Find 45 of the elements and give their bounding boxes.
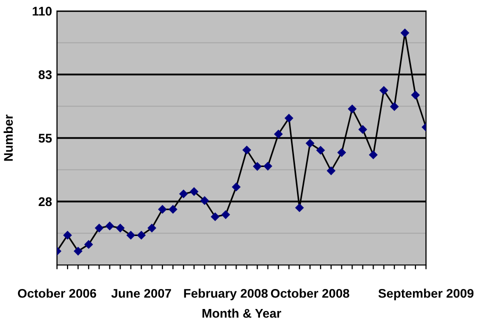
point (295, 204, 304, 212)
y-tick-label: 55 (38, 134, 52, 143)
point (106, 222, 114, 230)
y-tick-label: 28 (38, 197, 52, 206)
point (179, 190, 188, 198)
point (200, 196, 209, 205)
point (358, 125, 367, 134)
point (316, 146, 325, 154)
point (190, 187, 198, 196)
point (126, 231, 135, 240)
point (168, 205, 178, 214)
point (253, 162, 262, 171)
point (211, 212, 220, 221)
y-axis-title: Number (4, 114, 13, 161)
point (84, 240, 93, 249)
point (411, 90, 420, 100)
point (390, 102, 399, 111)
point (264, 162, 272, 170)
point (158, 205, 167, 214)
point (137, 231, 146, 240)
point (284, 114, 294, 122)
point (338, 148, 346, 157)
point (232, 182, 240, 192)
x-tick-label: September 2009 (378, 288, 474, 300)
point (148, 224, 156, 232)
point (74, 247, 82, 256)
point (306, 139, 314, 148)
point (274, 130, 283, 138)
y-tick-label: 83 (38, 70, 52, 80)
point (400, 28, 410, 38)
point (63, 231, 72, 240)
y-tick-label: 110 (32, 6, 52, 16)
point (116, 224, 124, 232)
point (369, 150, 378, 159)
point (348, 104, 356, 114)
x-tick-label: October 2006 (18, 288, 96, 298)
point (222, 210, 230, 219)
x-tick-label: June 2007 (111, 288, 172, 298)
x-axis-title: Month & Year (202, 308, 282, 318)
point (95, 224, 104, 232)
point (242, 146, 251, 154)
point (326, 166, 336, 175)
x-tick-label: October 2008 (270, 288, 350, 298)
point (380, 86, 388, 95)
x-tick-label: February 2008 (184, 288, 268, 300)
